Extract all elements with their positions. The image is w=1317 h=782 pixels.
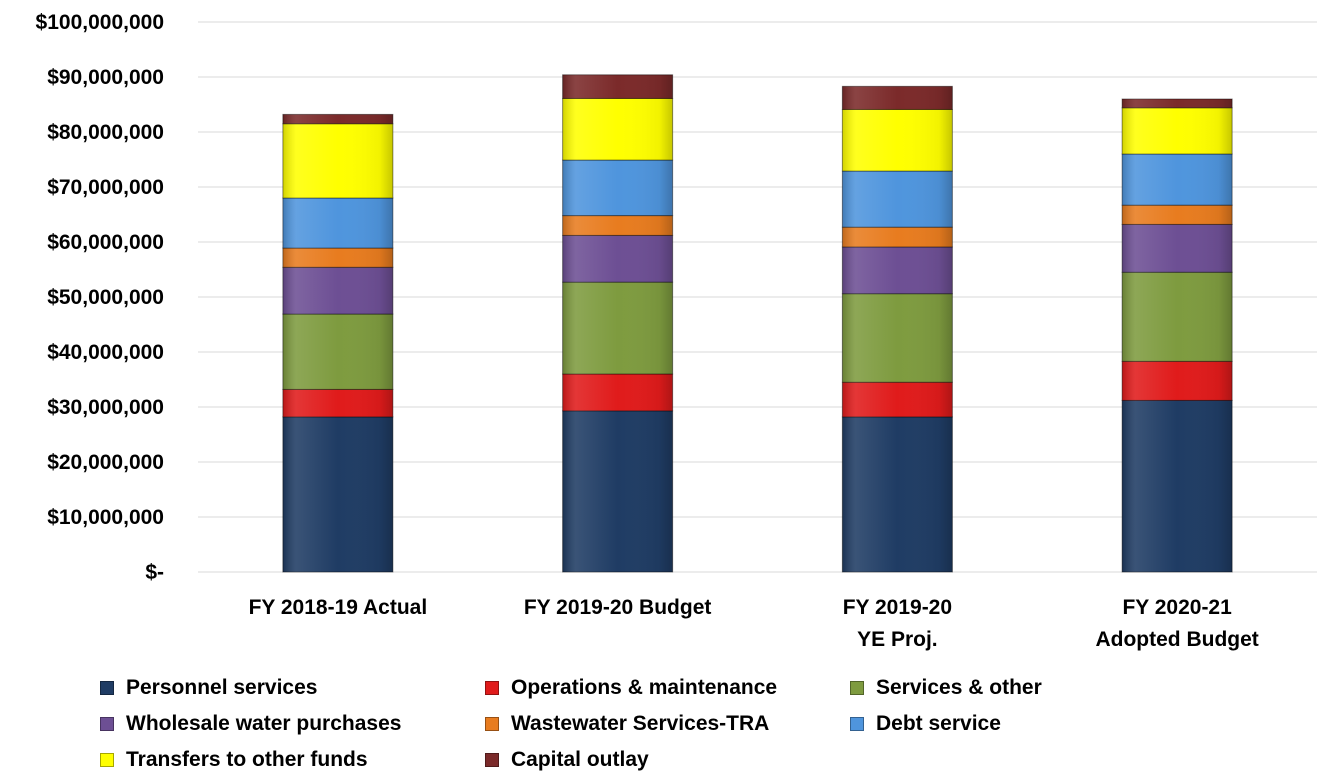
x-category-label: FY 2019-20: [843, 596, 952, 619]
bar-segment-shading: [282, 198, 393, 249]
bar-segment-shading: [1122, 400, 1233, 572]
legend-swatch: [100, 681, 114, 695]
y-tick-label: $70,000,000: [47, 176, 164, 199]
y-tick-label: $-: [145, 561, 164, 584]
legend-item: Personnel services: [100, 676, 317, 700]
bar-segment-shading: [562, 410, 673, 572]
y-tick-label: $100,000,000: [36, 11, 164, 34]
y-tick-label: $90,000,000: [47, 66, 164, 89]
legend-item: Wholesale water purchases: [100, 712, 401, 736]
legend-item: Wastewater Services-TRA: [485, 712, 769, 736]
legend-swatch: [485, 753, 499, 767]
bar-segment-shading: [842, 293, 953, 383]
bar-segment-shading: [562, 98, 673, 161]
y-axis-ticks: $- $10,000,000 $20,000,000 $30,000,000 $40,0…: [36, 11, 164, 584]
bar-segment-shading: [1122, 272, 1233, 362]
legend-label: Operations & maintenance: [511, 676, 778, 699]
bar-segment-shading: [1122, 99, 1233, 108]
x-category-label: FY 2020-21: [1122, 596, 1232, 619]
x-axis-labels: FY 2018-19 Actual FY 2019-20 Budget FY 201…: [249, 596, 1259, 651]
legend-label: Wholesale water purchases: [126, 712, 402, 735]
y-tick-label: $40,000,000: [47, 341, 164, 364]
legend-swatch: [100, 717, 114, 731]
bar-segment-shading: [1122, 205, 1233, 225]
x-category-label: FY 2018-19 Actual: [249, 596, 428, 619]
bar-stack: [1121, 98, 1233, 573]
bar-segment-shading: [842, 246, 953, 294]
bar-segment-shading: [562, 282, 673, 374]
bar-segment-shading: [282, 416, 393, 572]
bar-segment-shading: [282, 314, 393, 390]
y-tick-label: $80,000,000: [47, 121, 164, 144]
stacked-bar-chart: $- $10,000,000 $20,000,000 $30,000,000 $40,0…: [36, 11, 1317, 651]
legend-swatch: [850, 681, 864, 695]
bar-segment-shading: [842, 86, 953, 110]
legend-label: Capital outlay: [511, 748, 649, 771]
bar-segment-shading: [562, 235, 673, 283]
bar-segment-shading: [562, 215, 673, 236]
bar-segment-shading: [282, 248, 393, 268]
bar-segment-shading: [842, 382, 953, 417]
legend-item: Operations & maintenance: [485, 676, 777, 700]
x-category-label: Adopted Budget: [1095, 628, 1258, 651]
bar-stack: [282, 113, 394, 573]
legend-item: Debt service: [850, 712, 1001, 736]
y-tick-label: $10,000,000: [47, 506, 164, 529]
y-tick-label: $30,000,000: [47, 396, 164, 419]
legend-label: Debt service: [876, 712, 1001, 735]
legend-label: Personnel services: [126, 676, 318, 699]
bar-segment-shading: [282, 389, 393, 417]
bar-segment-shading: [562, 160, 673, 216]
bar-segment-shading: [842, 171, 953, 228]
legend-swatch: [100, 753, 114, 767]
bar-segment-shading: [562, 74, 673, 99]
legend-swatch: [485, 717, 499, 731]
bars: [282, 74, 1233, 573]
bar-stack: [841, 85, 953, 573]
bar-segment-shading: [1122, 107, 1233, 154]
bar-segment-shading: [1122, 154, 1233, 206]
bar-segment-shading: [842, 416, 953, 572]
legend-item: Transfers to other funds: [100, 748, 368, 772]
bar-segment-shading: [842, 109, 953, 172]
bar-segment-shading: [842, 227, 953, 247]
bar-segment-shading: [1122, 224, 1233, 273]
bar-segment-shading: [1122, 361, 1233, 401]
bar-stack: [562, 74, 674, 573]
y-tick-label: $60,000,000: [47, 231, 164, 254]
bar-segment-shading: [282, 114, 393, 124]
legend-item: Capital outlay: [485, 748, 649, 772]
legend-label: Transfers to other funds: [126, 748, 368, 771]
x-category-label: FY 2019-20 Budget: [524, 596, 712, 619]
y-tick-label: $20,000,000: [47, 451, 164, 474]
bar-segment-shading: [282, 123, 393, 198]
legend-item: Services & other: [850, 676, 1042, 700]
y-tick-label: $50,000,000: [47, 286, 164, 309]
bar-segment-shading: [562, 374, 673, 411]
legend-swatch: [850, 717, 864, 731]
bar-segment-shading: [282, 267, 393, 315]
legend-label: Services & other: [876, 676, 1042, 699]
x-category-label: YE Proj.: [857, 628, 938, 651]
legend-label: Wastewater Services-TRA: [511, 712, 770, 735]
legend-swatch: [485, 681, 499, 695]
